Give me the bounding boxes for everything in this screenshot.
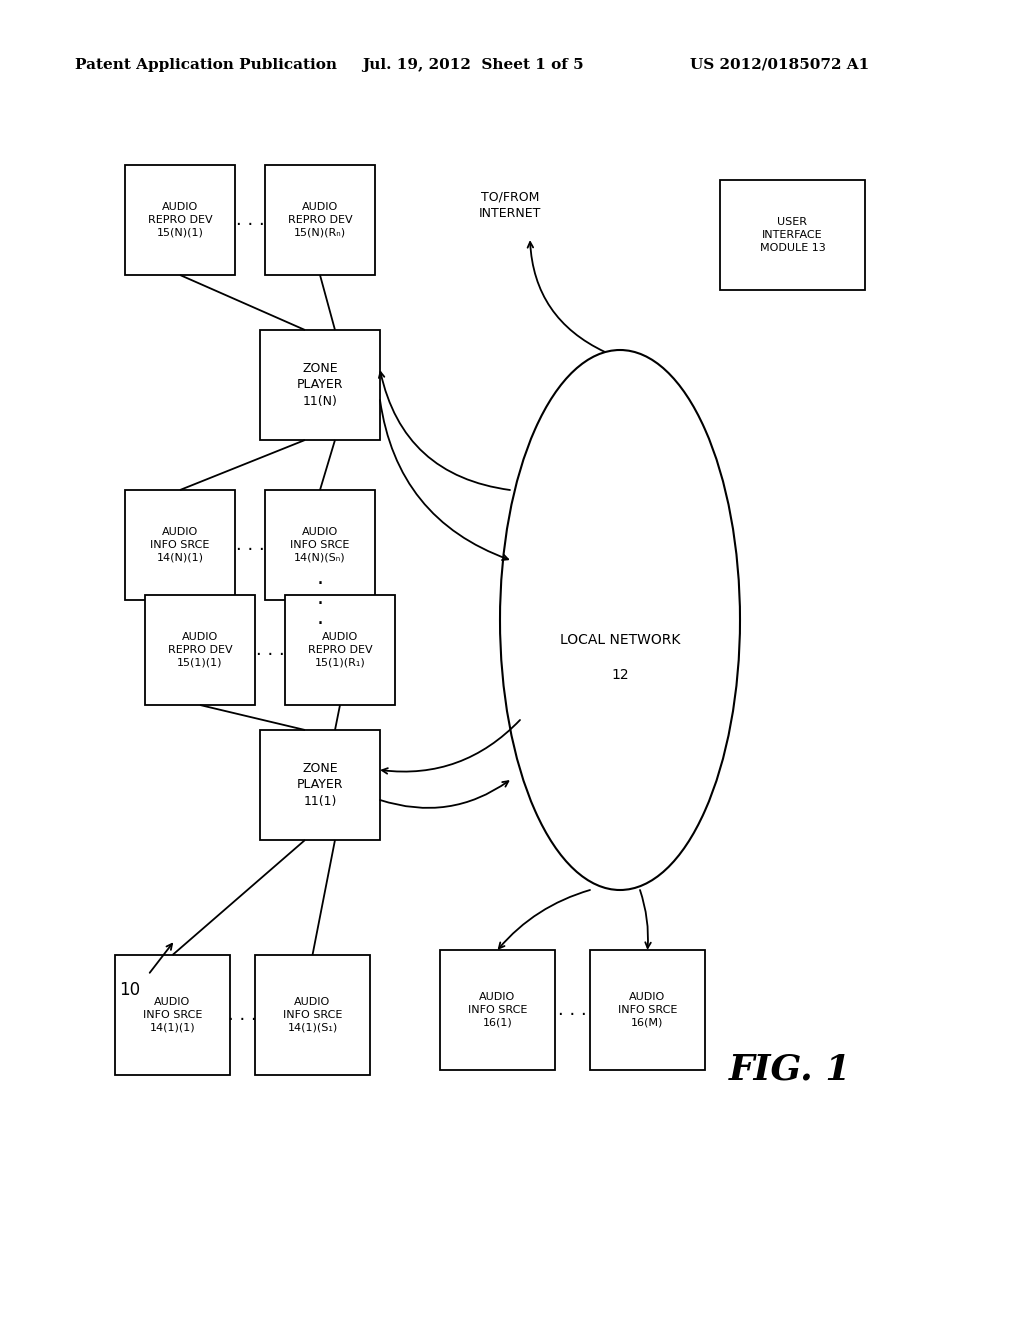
Text: ZONE
PLAYER
11(N): ZONE PLAYER 11(N) <box>297 362 343 408</box>
Text: AUDIO
INFO SRCE
14(N)(1): AUDIO INFO SRCE 14(N)(1) <box>151 527 210 562</box>
Text: LOCAL NETWORK: LOCAL NETWORK <box>560 634 680 647</box>
Ellipse shape <box>500 350 740 890</box>
Bar <box>145 595 255 705</box>
Bar <box>125 165 234 275</box>
Text: AUDIO
REPRO DEV
15(N)(Rₙ): AUDIO REPRO DEV 15(N)(Rₙ) <box>288 202 352 238</box>
Text: Jul. 19, 2012  Sheet 1 of 5: Jul. 19, 2012 Sheet 1 of 5 <box>362 58 584 73</box>
Text: . . .: . . . <box>236 536 264 554</box>
Bar <box>260 730 380 840</box>
Text: AUDIO
INFO SRCE
16(1): AUDIO INFO SRCE 16(1) <box>468 993 527 1028</box>
Text: .: . <box>316 607 324 627</box>
Text: ZONE
PLAYER
11(1): ZONE PLAYER 11(1) <box>297 762 343 808</box>
Text: USER
INTERFACE
MODULE 13: USER INTERFACE MODULE 13 <box>760 218 825 253</box>
Text: FIG. 1: FIG. 1 <box>729 1053 851 1086</box>
Text: . . .: . . . <box>558 1001 587 1019</box>
Text: 10: 10 <box>120 981 140 999</box>
Text: 12: 12 <box>611 668 629 682</box>
Text: AUDIO
INFO SRCE
14(N)(Sₙ): AUDIO INFO SRCE 14(N)(Sₙ) <box>291 527 349 562</box>
Text: . . .: . . . <box>236 211 264 228</box>
Text: AUDIO
INFO SRCE
16(M): AUDIO INFO SRCE 16(M) <box>617 993 677 1028</box>
Bar <box>255 954 370 1074</box>
Bar <box>125 490 234 601</box>
Text: AUDIO
INFO SRCE
14(1)(S₁): AUDIO INFO SRCE 14(1)(S₁) <box>283 997 342 1032</box>
Text: AUDIO
REPRO DEV
15(1)(1): AUDIO REPRO DEV 15(1)(1) <box>168 632 232 668</box>
Text: .: . <box>316 587 324 607</box>
Text: . . .: . . . <box>228 1006 257 1024</box>
Text: . . .: . . . <box>256 642 285 659</box>
Text: AUDIO
REPRO DEV
15(N)(1): AUDIO REPRO DEV 15(N)(1) <box>147 202 212 238</box>
Text: Patent Application Publication: Patent Application Publication <box>75 58 337 73</box>
Bar <box>440 950 555 1071</box>
Bar <box>265 165 375 275</box>
Bar <box>265 490 375 601</box>
Bar <box>590 950 705 1071</box>
Bar <box>115 954 230 1074</box>
Text: .: . <box>316 568 324 587</box>
Bar <box>260 330 380 440</box>
Bar <box>720 180 865 290</box>
Bar <box>285 595 395 705</box>
Text: US 2012/0185072 A1: US 2012/0185072 A1 <box>690 58 869 73</box>
Text: AUDIO
INFO SRCE
14(1)(1): AUDIO INFO SRCE 14(1)(1) <box>142 997 202 1032</box>
Text: AUDIO
REPRO DEV
15(1)(R₁): AUDIO REPRO DEV 15(1)(R₁) <box>307 632 373 668</box>
Text: TO/FROM
INTERNET: TO/FROM INTERNET <box>479 191 542 220</box>
